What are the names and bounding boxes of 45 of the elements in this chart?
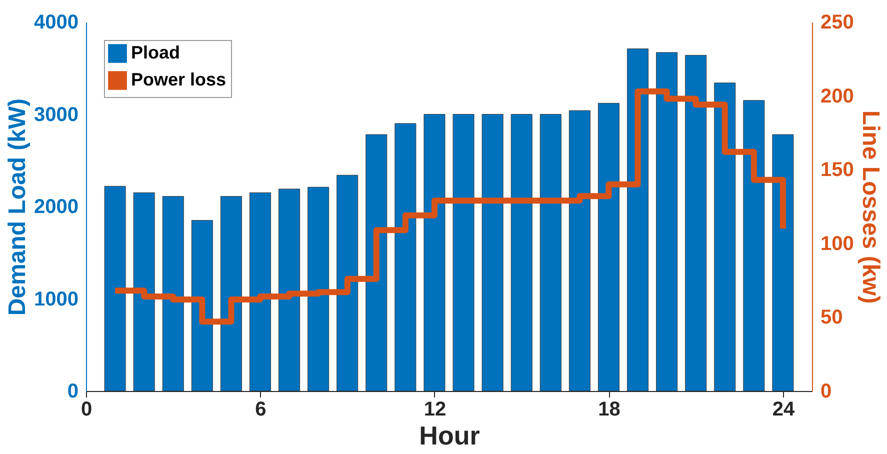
y2-tick-label: 200 <box>820 85 854 108</box>
x-tick-label: 0 <box>80 398 92 420</box>
x-tick-label: 24 <box>772 398 796 420</box>
y-axis-title: Demand Load (kW) <box>4 98 32 316</box>
y-tick-label: 4000 <box>34 12 78 34</box>
y-tick-label: 1000 <box>34 288 78 310</box>
bar <box>743 100 765 392</box>
legend-label: Power loss <box>131 70 226 90</box>
y2-tick-label: 150 <box>820 159 854 182</box>
bar <box>191 220 213 392</box>
bar <box>714 82 736 392</box>
x-axis-title: Hour <box>419 420 480 450</box>
y2-tick-label: 100 <box>820 232 854 255</box>
bar <box>482 114 504 392</box>
x-tick-label: 12 <box>424 398 446 420</box>
bar <box>510 114 532 392</box>
legend-label: Pload <box>131 42 180 62</box>
bar <box>308 186 330 392</box>
bar <box>133 192 155 392</box>
bar <box>366 134 388 392</box>
bar <box>540 114 562 392</box>
y2-tick-label: 250 <box>820 12 854 34</box>
y-tick-label: 2000 <box>34 196 78 218</box>
bar <box>162 196 184 392</box>
x-tick-label: 18 <box>598 398 620 420</box>
y2-axis-title: Line Losses (kw) <box>856 110 884 304</box>
bar <box>394 123 416 392</box>
y-tick-label: 0 <box>67 380 78 402</box>
x-tick-label: 6 <box>255 398 266 420</box>
bar <box>598 102 620 392</box>
bar <box>627 48 649 392</box>
bar <box>685 54 707 392</box>
y2-tick-label: 50 <box>820 306 843 329</box>
bar <box>772 134 794 392</box>
bar <box>220 196 242 392</box>
y-tick-label: 3000 <box>34 104 78 126</box>
y2-tick-label: 0 <box>820 380 832 402</box>
bar <box>336 174 358 392</box>
bar <box>278 188 300 392</box>
bar <box>656 52 678 392</box>
bar <box>424 114 446 392</box>
bar <box>104 186 126 392</box>
bar <box>249 192 271 392</box>
bar <box>568 110 590 392</box>
bar <box>452 114 474 392</box>
